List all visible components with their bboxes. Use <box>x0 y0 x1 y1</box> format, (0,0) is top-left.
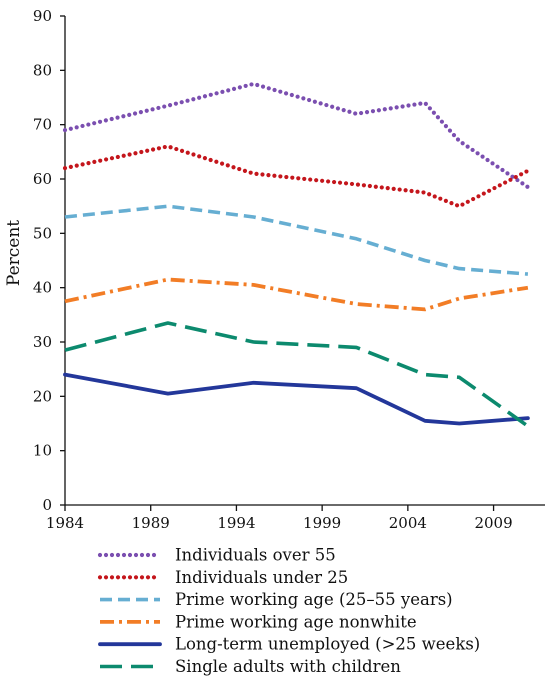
y-tick-label: 20 <box>33 387 52 405</box>
series-lines <box>62 81 531 428</box>
x-tick-label: 2004 <box>389 514 427 532</box>
legend-label-6: Single adults with children <box>175 657 401 676</box>
y-tick-label: 10 <box>33 442 52 460</box>
series-line-1 <box>62 81 531 190</box>
y-tick-label: 50 <box>33 224 52 242</box>
y-tick-label: 80 <box>33 61 52 79</box>
y-tick-label: 70 <box>33 116 52 134</box>
x-tick-label: 1984 <box>46 514 84 532</box>
x-tick-label: 1989 <box>132 514 170 532</box>
y-tick-label: 40 <box>33 279 52 297</box>
series-line-4 <box>64 277 529 312</box>
series-line-6 <box>64 321 529 428</box>
x-tick-label: 2009 <box>474 514 512 532</box>
legend: Individuals over 55 Individuals under 25 P… <box>97 546 480 676</box>
legend-label-4: Prime working age nonwhite <box>175 612 417 631</box>
y-tick-label: 60 <box>33 170 52 188</box>
legend-label-3: Prime working age (25–55 years) <box>175 590 453 609</box>
y-axis-title: Percent <box>4 220 24 286</box>
axes <box>60 15 545 511</box>
legend-label-1: Individuals over 55 <box>175 546 336 565</box>
y-tick-labels: 0 10 20 30 40 50 60 70 80 90 <box>33 7 52 514</box>
x-tick-label: 1999 <box>303 514 341 532</box>
y-tick-label: 90 <box>33 7 52 25</box>
series-line-3 <box>64 204 529 276</box>
x-tick-label: 1994 <box>217 514 255 532</box>
y-tick-label: 30 <box>33 333 52 351</box>
legend-label-2: Individuals under 25 <box>175 568 348 587</box>
legend-label-5: Long-term unemployed (>25 weeks) <box>175 635 480 654</box>
x-tick-labels: 1984 1989 1994 1999 2004 2009 <box>46 514 513 532</box>
series-line-2 <box>62 144 531 209</box>
series-line-5 <box>63 372 530 426</box>
y-tick-label: 0 <box>42 496 52 514</box>
